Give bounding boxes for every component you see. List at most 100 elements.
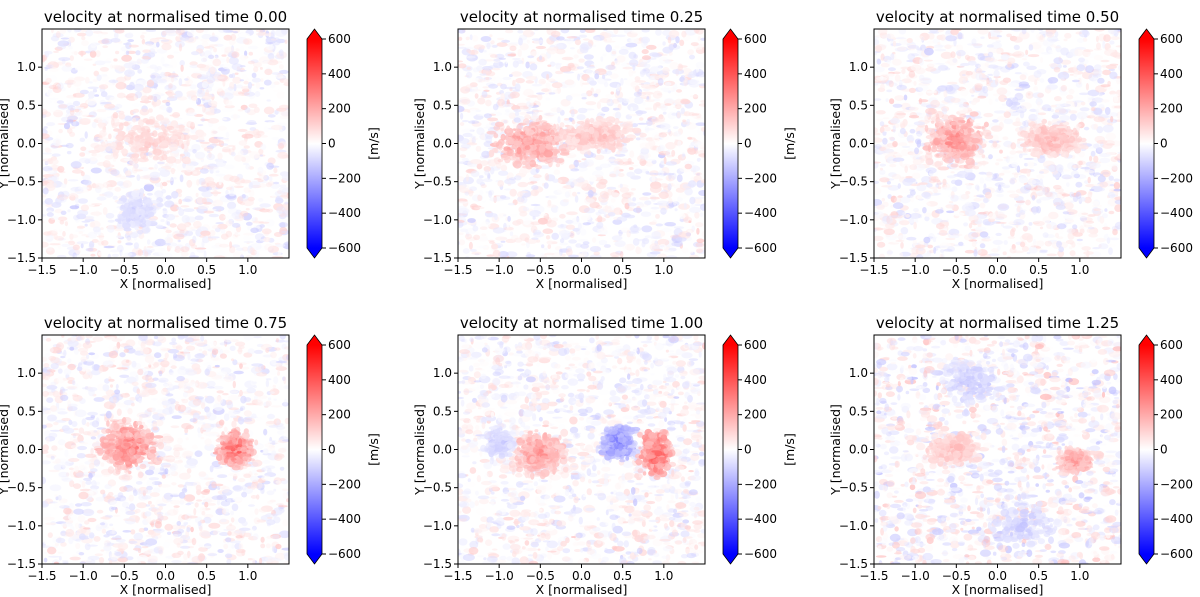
- noise-speckle: [162, 63, 170, 67]
- noise-speckle: [100, 74, 108, 77]
- noise-speckle: [622, 161, 635, 165]
- noise-speckle: [668, 202, 678, 207]
- noise-speckle: [46, 247, 53, 252]
- noise-speckle: [570, 37, 574, 42]
- noise-speckle: [44, 67, 48, 71]
- noise-speckle: [42, 187, 49, 195]
- noise-speckle: [1060, 47, 1069, 56]
- noise-speckle: [276, 51, 287, 59]
- noise-speckle: [249, 151, 260, 159]
- noise-speckle: [631, 123, 638, 128]
- noise-speckle: [551, 241, 558, 245]
- noise-speckle: [85, 247, 94, 252]
- noise-speckle: [220, 143, 229, 146]
- noise-speckle: [237, 196, 244, 204]
- noise-speckle: [956, 170, 969, 178]
- noise-speckle: [679, 82, 689, 86]
- noise-speckle: [681, 247, 689, 254]
- noise-speckle: [888, 172, 897, 178]
- noise-speckle: [117, 240, 122, 244]
- noise-speckle: [214, 227, 221, 233]
- noise-speckle: [634, 85, 640, 93]
- noise-speckle: [497, 180, 505, 187]
- noise-speckle: [190, 121, 195, 130]
- noise-speckle: [460, 143, 471, 149]
- noise-speckle: [691, 30, 697, 33]
- feature-speckle: [539, 125, 547, 131]
- feature-speckle: [112, 195, 118, 200]
- noise-speckle: [682, 33, 691, 42]
- noise-speckle: [660, 122, 672, 131]
- noise-speckle: [642, 91, 654, 95]
- noise-speckle: [619, 187, 630, 193]
- noise-speckle: [546, 47, 558, 55]
- noise-speckle: [184, 195, 193, 203]
- noise-speckle: [96, 109, 107, 113]
- noise-speckle: [536, 239, 541, 243]
- noise-speckle: [200, 230, 211, 236]
- noise-speckle: [506, 172, 514, 180]
- noise-speckle: [649, 251, 661, 255]
- noise-speckle: [146, 245, 154, 249]
- noise-speckle: [184, 164, 196, 172]
- colorbar-extend-max: [723, 29, 738, 39]
- noise-speckle: [622, 121, 634, 128]
- feature-speckle: [138, 147, 148, 151]
- noise-speckle: [632, 238, 640, 246]
- feature-speckle: [114, 144, 124, 151]
- noise-speckle: [635, 137, 641, 141]
- noise-speckle: [210, 203, 216, 207]
- noise-speckle: [598, 239, 608, 246]
- noise-speckle: [997, 115, 1007, 122]
- feature-speckle: [158, 125, 166, 130]
- noise-speckle: [655, 29, 662, 36]
- noise-speckle: [42, 118, 49, 126]
- noise-speckle: [179, 174, 184, 183]
- noise-speckle: [218, 243, 230, 248]
- feature-speckle: [500, 128, 504, 132]
- noise-speckle: [79, 89, 89, 95]
- noise-speckle: [500, 164, 508, 172]
- noise-speckle: [544, 173, 549, 181]
- noise-speckle: [119, 249, 123, 257]
- noise-speckle: [214, 54, 219, 59]
- noise-speckle: [544, 252, 555, 256]
- noise-speckle: [217, 152, 223, 160]
- noise-speckle: [42, 214, 47, 217]
- feature-speckle: [98, 122, 104, 129]
- noise-speckle: [212, 190, 219, 197]
- noise-speckle: [149, 64, 158, 70]
- noise-speckle: [611, 50, 617, 55]
- noise-speckle: [700, 37, 705, 41]
- noise-speckle: [564, 118, 569, 121]
- noise-speckle: [627, 202, 637, 207]
- noise-speckle: [926, 63, 935, 68]
- noise-speckle: [660, 100, 664, 106]
- noise-speckle: [139, 175, 150, 180]
- noise-speckle: [55, 84, 61, 89]
- noise-speckle: [621, 62, 632, 68]
- noise-speckle: [509, 42, 521, 45]
- noise-speckle: [52, 86, 62, 93]
- noise-speckle: [252, 207, 263, 211]
- noise-speckle: [179, 60, 185, 67]
- noise-speckle: [258, 148, 264, 155]
- noise-speckle: [559, 242, 568, 246]
- noise-speckle: [231, 45, 234, 53]
- noise-speckle: [197, 88, 203, 94]
- noise-speckle: [516, 60, 524, 64]
- noise-speckle: [42, 133, 50, 139]
- noise-speckle: [137, 249, 144, 256]
- noise-speckle: [474, 253, 480, 256]
- feature-speckle: [185, 160, 192, 164]
- noise-speckle: [682, 80, 686, 86]
- feature-speckle: [160, 118, 170, 125]
- noise-speckle: [100, 31, 109, 35]
- noise-speckle: [240, 182, 251, 186]
- noise-speckle: [578, 34, 588, 38]
- noise-speckle: [881, 197, 885, 202]
- feature-speckle: [616, 143, 624, 148]
- noise-speckle: [165, 156, 177, 164]
- feature-speckle: [631, 127, 642, 134]
